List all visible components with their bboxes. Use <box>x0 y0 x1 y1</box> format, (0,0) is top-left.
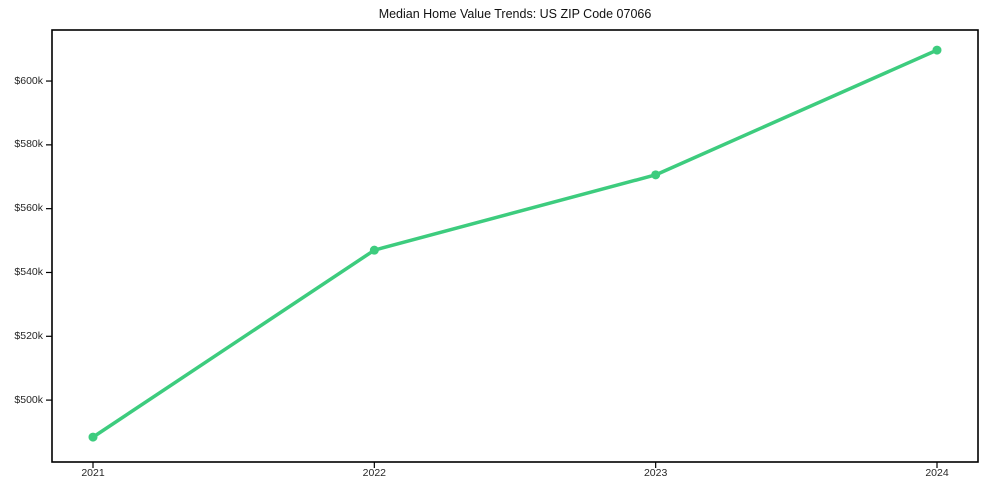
x-tick-label: 2024 <box>925 467 949 479</box>
y-tick-label: $500k <box>14 393 43 406</box>
data-point-marker <box>369 245 379 255</box>
data-point-marker <box>88 432 98 442</box>
series-line <box>91 48 939 439</box>
x-tick-label: 2021 <box>81 467 105 479</box>
chart-title: Median Home Value Trends: US ZIP Code 07… <box>378 7 652 21</box>
y-tick-label: $540k <box>14 265 43 278</box>
y-tick-label: $600k <box>14 74 43 87</box>
x-tick-label: 2022 <box>362 467 386 479</box>
y-tick-label: $560k <box>14 202 43 215</box>
y-tick-label: $580k <box>14 138 43 151</box>
data-point-marker <box>651 170 661 180</box>
x-tick-label: 2023 <box>643 467 668 479</box>
y-tick-label: $520k <box>14 329 43 342</box>
plot-border <box>51 29 979 463</box>
data-point-marker <box>932 45 942 55</box>
